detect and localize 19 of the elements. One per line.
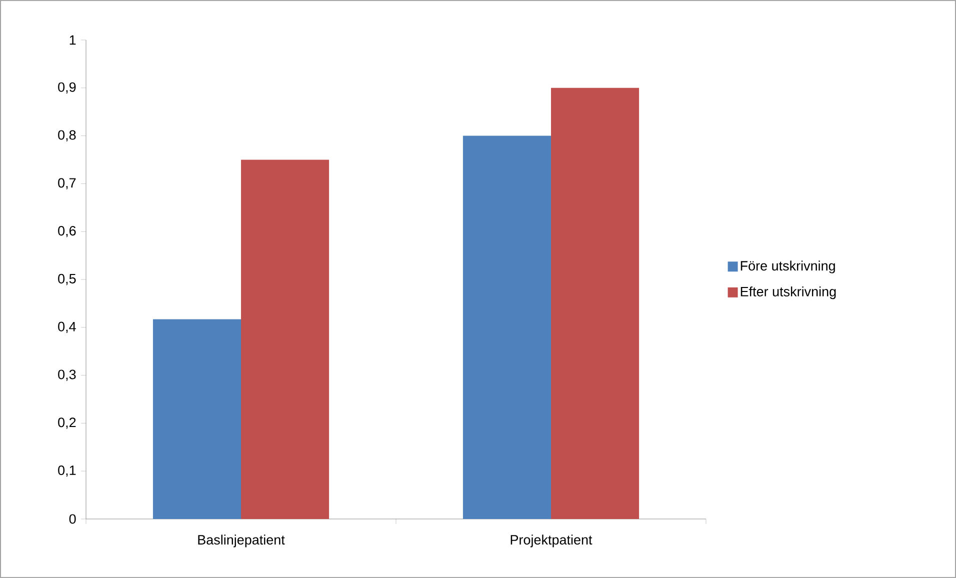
legend-label: Före utskrivning (740, 260, 835, 274)
y-tick-label: 1 (70, 35, 76, 45)
bar (462, 136, 552, 519)
x-tick-label: Baslinjepatient (198, 534, 285, 548)
x-tick-label: Projektpatient (510, 534, 592, 548)
y-tick-label: 0,3 (58, 370, 76, 381)
bar (551, 88, 640, 519)
y-tick-label: 0,6 (58, 226, 76, 238)
bar (241, 160, 330, 519)
y-tick-label: 0,9 (58, 82, 76, 94)
bar (152, 319, 242, 519)
y-tick-label: 0,7 (58, 178, 76, 190)
y-tick-label: 0,4 (58, 322, 76, 333)
y-tick-label: 0,5 (58, 274, 76, 286)
y-tick-label: 0,8 (58, 130, 76, 142)
y-tick-label: 0,1 (58, 466, 76, 477)
legend-label: Efter utskrivning (740, 286, 836, 300)
y-tick-label: 0,2 (58, 418, 76, 429)
y-tick-label: 0 (69, 514, 76, 524)
